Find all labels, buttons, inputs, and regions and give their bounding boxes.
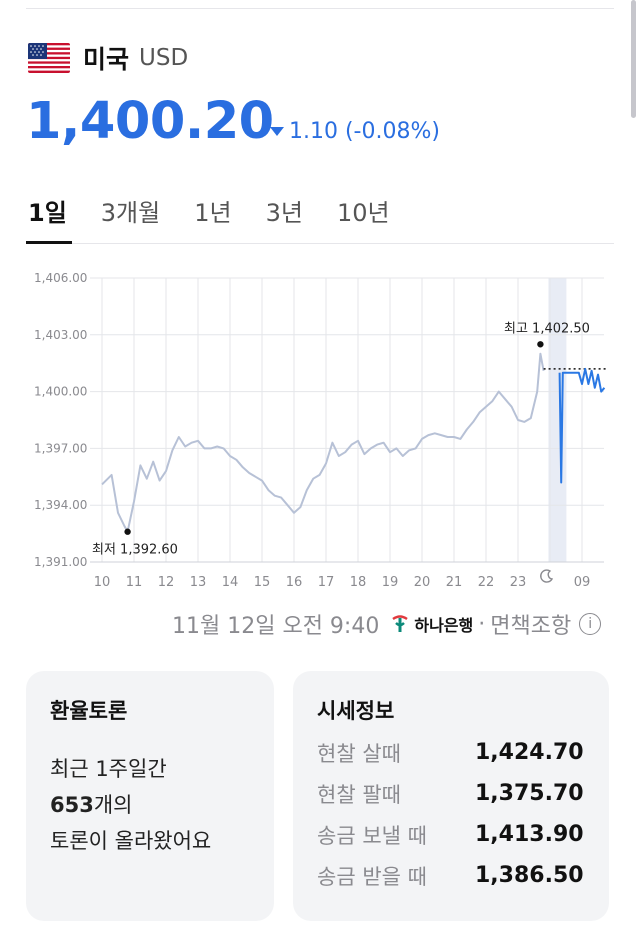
debate-summary: 최근 1주일간 653개의 토론이 올라왔어요 <box>50 751 250 859</box>
rate-value: 1,413.90 <box>475 822 584 847</box>
exchange-rate-chart[interactable]: 1,406.00 1,403.00 1,400.00 1,397.00 1,394.00… <box>0 260 640 600</box>
today-line <box>558 367 606 484</box>
exchange-rate-price: 1,400.20 <box>26 92 274 151</box>
min-label: 최저 1,392.60 <box>92 543 178 558</box>
x-tick-label: 17 <box>318 575 335 590</box>
bank-name: 하나은행 <box>414 616 474 635</box>
rate-row-send: 송금 보낼 때 1,413.90 <box>317 821 585 848</box>
debate-line-2: 653개의 <box>50 787 250 823</box>
rate-label: 현찰 살때 <box>317 741 401 766</box>
previous-days-line <box>101 352 545 533</box>
rate-value: 1,386.50 <box>475 863 584 888</box>
tab-3-years[interactable]: 3년 <box>265 199 303 227</box>
x-tick-label: 18 <box>350 575 367 590</box>
price-change-value: 1.10 (-0.08%) <box>289 119 440 144</box>
x-tick-label: 20 <box>414 575 431 590</box>
rate-label: 송금 보낼 때 <box>317 823 427 848</box>
active-tab-indicator <box>26 241 72 244</box>
tab-3-months[interactable]: 3개월 <box>100 199 161 227</box>
bank-logo: 하나은행 <box>389 612 473 636</box>
x-tick-label: 11 <box>126 575 143 590</box>
x-tick-label: 10 <box>94 575 111 590</box>
y-tick-label: 1,397.00 <box>34 441 87 455</box>
top-divider <box>26 8 614 9</box>
currency-name: 미국 <box>83 45 130 74</box>
x-tick-label: 19 <box>382 575 399 590</box>
scrollbar[interactable] <box>631 0 636 118</box>
tab-1-day[interactable]: 1일 <box>28 199 67 227</box>
rate-row-cash-buy: 현찰 살때 1,424.70 <box>317 739 585 766</box>
debate-count: 653 <box>50 793 94 817</box>
tab-10-years[interactable]: 10년 <box>336 199 390 227</box>
update-timestamp: 11월 12일 오전 9:40 <box>172 614 380 639</box>
max-label: 최고 1,402.50 <box>504 321 590 336</box>
debate-card[interactable]: 환율토론 최근 1주일간 653개의 토론이 올라왔어요 <box>26 671 274 921</box>
y-tick-label: 1,403.00 <box>34 328 87 342</box>
moon-icon <box>540 569 554 583</box>
today-highlight-band <box>548 278 567 562</box>
x-tick-label: 22 <box>478 575 495 590</box>
x-tick-label: 14 <box>222 575 239 590</box>
source-info: 11월 12일 오전 9:40 하나은행 · 면책조항 i <box>172 608 602 640</box>
hana-bank-icon <box>392 615 409 632</box>
disclaimer-link[interactable]: 면책조항 <box>490 614 572 639</box>
rate-row-receive: 송금 받을 때 1,386.50 <box>317 862 585 889</box>
rate-label: 현찰 팔때 <box>317 782 401 807</box>
y-tick-label: 1,406.00 <box>34 271 87 285</box>
market-info-card: 시세정보 현찰 살때 1,424.70 현찰 팔때 1,375.70 송금 보낼… <box>293 671 609 921</box>
max-point-marker <box>537 341 544 348</box>
debate-card-title: 환율토론 <box>50 699 128 723</box>
y-tick-label: 1,391.00 <box>34 555 87 569</box>
info-icon[interactable]: i <box>579 613 602 635</box>
x-tick-label: 13 <box>190 575 207 590</box>
x-tick-label: 21 <box>446 575 463 590</box>
triangle-down-icon <box>270 127 284 136</box>
tab-divider <box>26 243 614 244</box>
period-tabs: 1일 3개월 1년 3년 10년 <box>28 193 424 228</box>
min-point-marker <box>124 528 131 535</box>
tab-1-year[interactable]: 1년 <box>194 199 232 227</box>
debate-count-suffix: 개의 <box>93 793 133 817</box>
rate-label: 송금 받을 때 <box>317 864 427 889</box>
y-tick-label: 1,400.00 <box>34 385 87 399</box>
x-tick-label: 15 <box>254 575 271 590</box>
price-change: 1.10 (-0.08%) <box>270 119 440 144</box>
x-tick-label: 12 <box>158 575 175 590</box>
separator-dot: · <box>478 611 486 637</box>
currency-header: 미국 USD <box>28 40 188 76</box>
rate-value: 1,375.70 <box>475 781 584 806</box>
rate-row-cash-sell: 현찰 팔때 1,375.70 <box>317 780 585 807</box>
currency-code: USD <box>139 45 189 71</box>
debate-line-1: 최근 1주일간 <box>50 757 167 781</box>
rate-value: 1,424.70 <box>475 740 584 765</box>
market-info-title: 시세정보 <box>317 699 395 723</box>
y-tick-label: 1,394.00 <box>34 498 87 512</box>
x-tick-label: 23 <box>510 575 527 590</box>
us-flag-icon <box>28 43 70 73</box>
x-tick-label: 09 <box>574 575 591 590</box>
x-tick-label: 16 <box>286 575 303 590</box>
debate-line-3: 토론이 올라왔어요 <box>50 829 212 853</box>
